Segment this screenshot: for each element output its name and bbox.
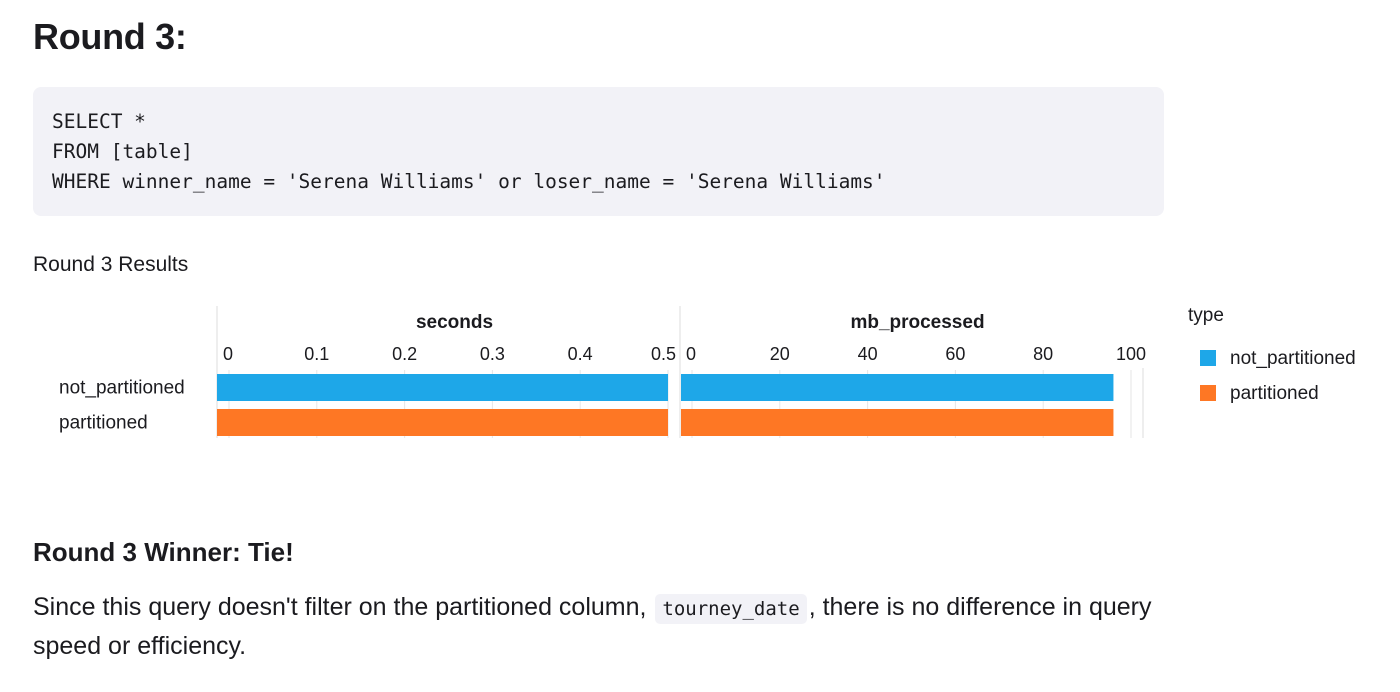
tick-label-mb_processed-40: 40 bbox=[858, 344, 878, 364]
tick-label-mb_processed-60: 60 bbox=[945, 344, 965, 364]
winner-heading: Round 3 Winner: Tie! bbox=[33, 537, 294, 567]
code-line-1: SELECT * bbox=[52, 110, 146, 133]
tick-label-seconds-0: 0 bbox=[223, 344, 233, 364]
code-line-2: FROM [table] bbox=[52, 140, 193, 163]
bar-seconds-not_partitioned bbox=[217, 374, 668, 401]
tick-label-seconds-0.5: 0.5 bbox=[651, 344, 676, 364]
legend-label-partitioned: partitioned bbox=[1230, 383, 1319, 404]
facet-title-seconds: seconds bbox=[416, 312, 493, 333]
results-heading: Round 3 Results bbox=[33, 253, 189, 276]
legend-swatch-not_partitioned bbox=[1200, 350, 1216, 366]
tick-label-mb_processed-20: 20 bbox=[770, 344, 790, 364]
bar-mb_processed-partitioned bbox=[681, 409, 1114, 436]
body-paragraph: Since this query doesn't filter on the p… bbox=[33, 589, 1153, 665]
tick-label-mb_processed-0: 0 bbox=[686, 344, 696, 364]
tick-label-seconds-0.3: 0.3 bbox=[480, 344, 505, 364]
bar-seconds-partitioned bbox=[217, 409, 668, 436]
page-title: Round 3: bbox=[33, 16, 187, 57]
facet-title-mb_processed: mb_processed bbox=[850, 312, 984, 333]
legend-label-not_partitioned: not_partitioned bbox=[1230, 348, 1356, 369]
category-label-partitioned: partitioned bbox=[59, 413, 148, 434]
body-text-before: Since this query doesn't filter on the p… bbox=[33, 593, 654, 621]
tick-label-seconds-0.2: 0.2 bbox=[392, 344, 417, 364]
results-chart: seconds 0 0.1 0.2 0.3 0.4 0.5 mb_processed 0 20 40… bbox=[59, 305, 1356, 438]
legend-title: type bbox=[1188, 305, 1224, 326]
legend-swatch-partitioned bbox=[1200, 385, 1216, 401]
body-text-after: , there is no difference in query speed … bbox=[33, 593, 1152, 660]
bar-mb_processed-not_partitioned bbox=[681, 374, 1114, 401]
tick-label-seconds-0.4: 0.4 bbox=[568, 344, 593, 364]
inline-code-tourney-date: tourney_date bbox=[655, 594, 807, 624]
tick-label-seconds-0.1: 0.1 bbox=[304, 344, 329, 364]
tick-label-mb_processed-80: 80 bbox=[1033, 344, 1053, 364]
sql-code-block: SELECT * FROM [table] WHERE winner_name = … bbox=[33, 87, 1164, 216]
category-label-not_partitioned: not_partitioned bbox=[59, 378, 185, 399]
tick-label-mb_processed-100: 100 bbox=[1116, 344, 1146, 364]
code-line-3: WHERE winner_name = 'Serena Williams' or… bbox=[52, 170, 886, 193]
